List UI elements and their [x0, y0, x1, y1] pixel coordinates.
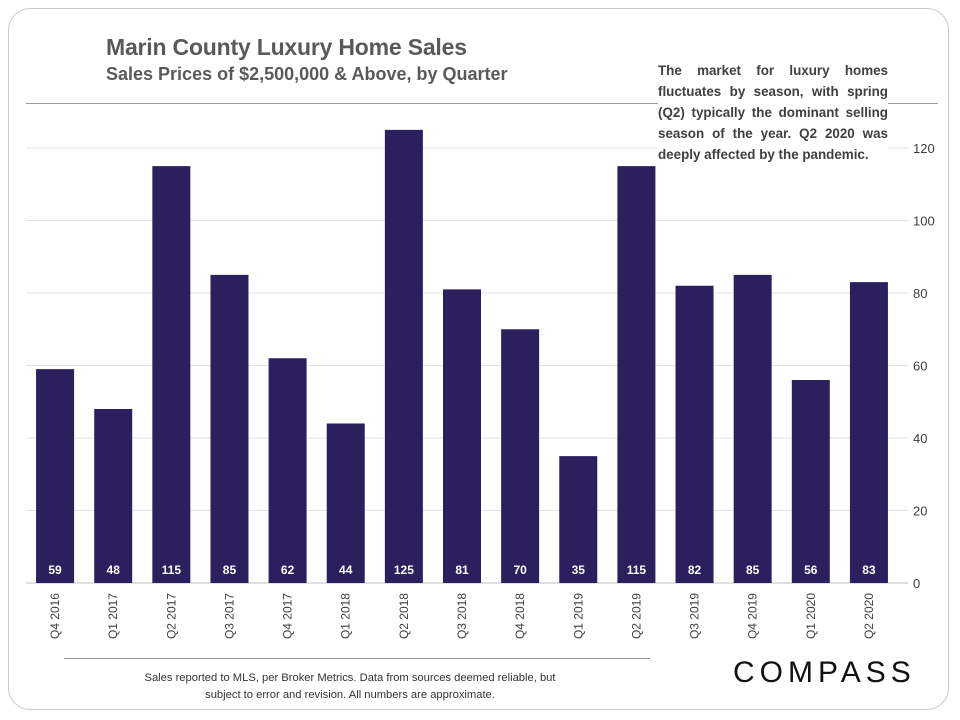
y-tick-label: 40: [913, 431, 927, 446]
bar-data-label: 115: [162, 563, 182, 577]
bar-data-label: 83: [862, 563, 876, 577]
x-tick-label: Q3 2019: [688, 593, 702, 639]
bar: [443, 289, 481, 583]
bar: [559, 456, 598, 583]
bar-data-label: 125: [394, 563, 414, 577]
x-tick-label: Q4 2019: [746, 593, 760, 639]
bar: [791, 380, 830, 583]
chart-subtitle: Sales Prices of $2,500,000 & Above, by Q…: [106, 64, 508, 84]
y-tick-label: 0: [913, 576, 920, 591]
compass-logo: COMPASS: [733, 656, 916, 689]
x-tick-label: Q1 2017: [106, 593, 120, 639]
x-tick-label: Q4 2017: [281, 593, 295, 639]
bar: [36, 369, 75, 583]
bar-data-label: 35: [572, 563, 586, 577]
footer-divider: [64, 658, 650, 659]
slide-frame: [8, 8, 949, 710]
bar-data-label: 70: [513, 563, 527, 577]
footer-line-2: subject to error and revision. All numbe…: [205, 689, 495, 701]
bar-data-label: 62: [281, 563, 295, 577]
header-divider: [26, 103, 938, 104]
x-tick-label: Q2 2017: [164, 593, 178, 639]
x-tick-label: Q4 2018: [513, 593, 527, 639]
bar-data-label: 85: [223, 563, 237, 577]
footer-line-1: Sales reported to MLS, per Broker Metric…: [144, 672, 556, 684]
bar: [384, 129, 423, 583]
x-tick-label: Q3 2017: [222, 593, 236, 639]
bar-data-label: 48: [107, 563, 121, 577]
bar: [326, 423, 365, 583]
bar-data-label: 85: [746, 563, 760, 577]
y-tick-label: 80: [913, 286, 927, 301]
bar-data-label: 82: [688, 563, 702, 577]
bar: [501, 329, 540, 583]
bar: [733, 274, 772, 583]
footer-note: Sales reported to MLS, per Broker Metric…: [100, 670, 600, 704]
bar: [94, 409, 133, 583]
annotation-text: The market for luxury homes fluctuates b…: [658, 60, 888, 167]
x-tick-label: Q3 2018: [455, 593, 469, 639]
bar-data-label: 59: [48, 563, 62, 577]
bar: [849, 282, 888, 583]
x-tick-label: Q2 2019: [629, 593, 643, 639]
x-tick-label: Q2 2020: [862, 593, 876, 639]
x-tick-label: Q2 2018: [397, 593, 411, 639]
y-tick-label: 120: [913, 141, 935, 156]
bar-data-label: 115: [627, 563, 647, 577]
y-tick-label: 100: [913, 214, 935, 229]
bar: [152, 166, 191, 583]
bar: [268, 358, 307, 583]
x-tick-label: Q4 2016: [48, 593, 62, 639]
bar: [675, 285, 714, 583]
x-tick-label: Q1 2018: [339, 593, 353, 639]
x-tick-label: Q1 2020: [804, 593, 818, 639]
chart-title: Marin County Luxury Home Sales: [106, 34, 467, 60]
bar-data-label: 44: [339, 563, 353, 577]
bar: [210, 274, 249, 583]
bar: [617, 166, 656, 583]
x-tick-label: Q1 2019: [571, 593, 585, 639]
y-tick-label: 20: [913, 504, 927, 519]
bar-data-label: 56: [804, 563, 818, 577]
bar-data-label: 81: [455, 563, 469, 577]
y-tick-label: 60: [913, 359, 927, 374]
